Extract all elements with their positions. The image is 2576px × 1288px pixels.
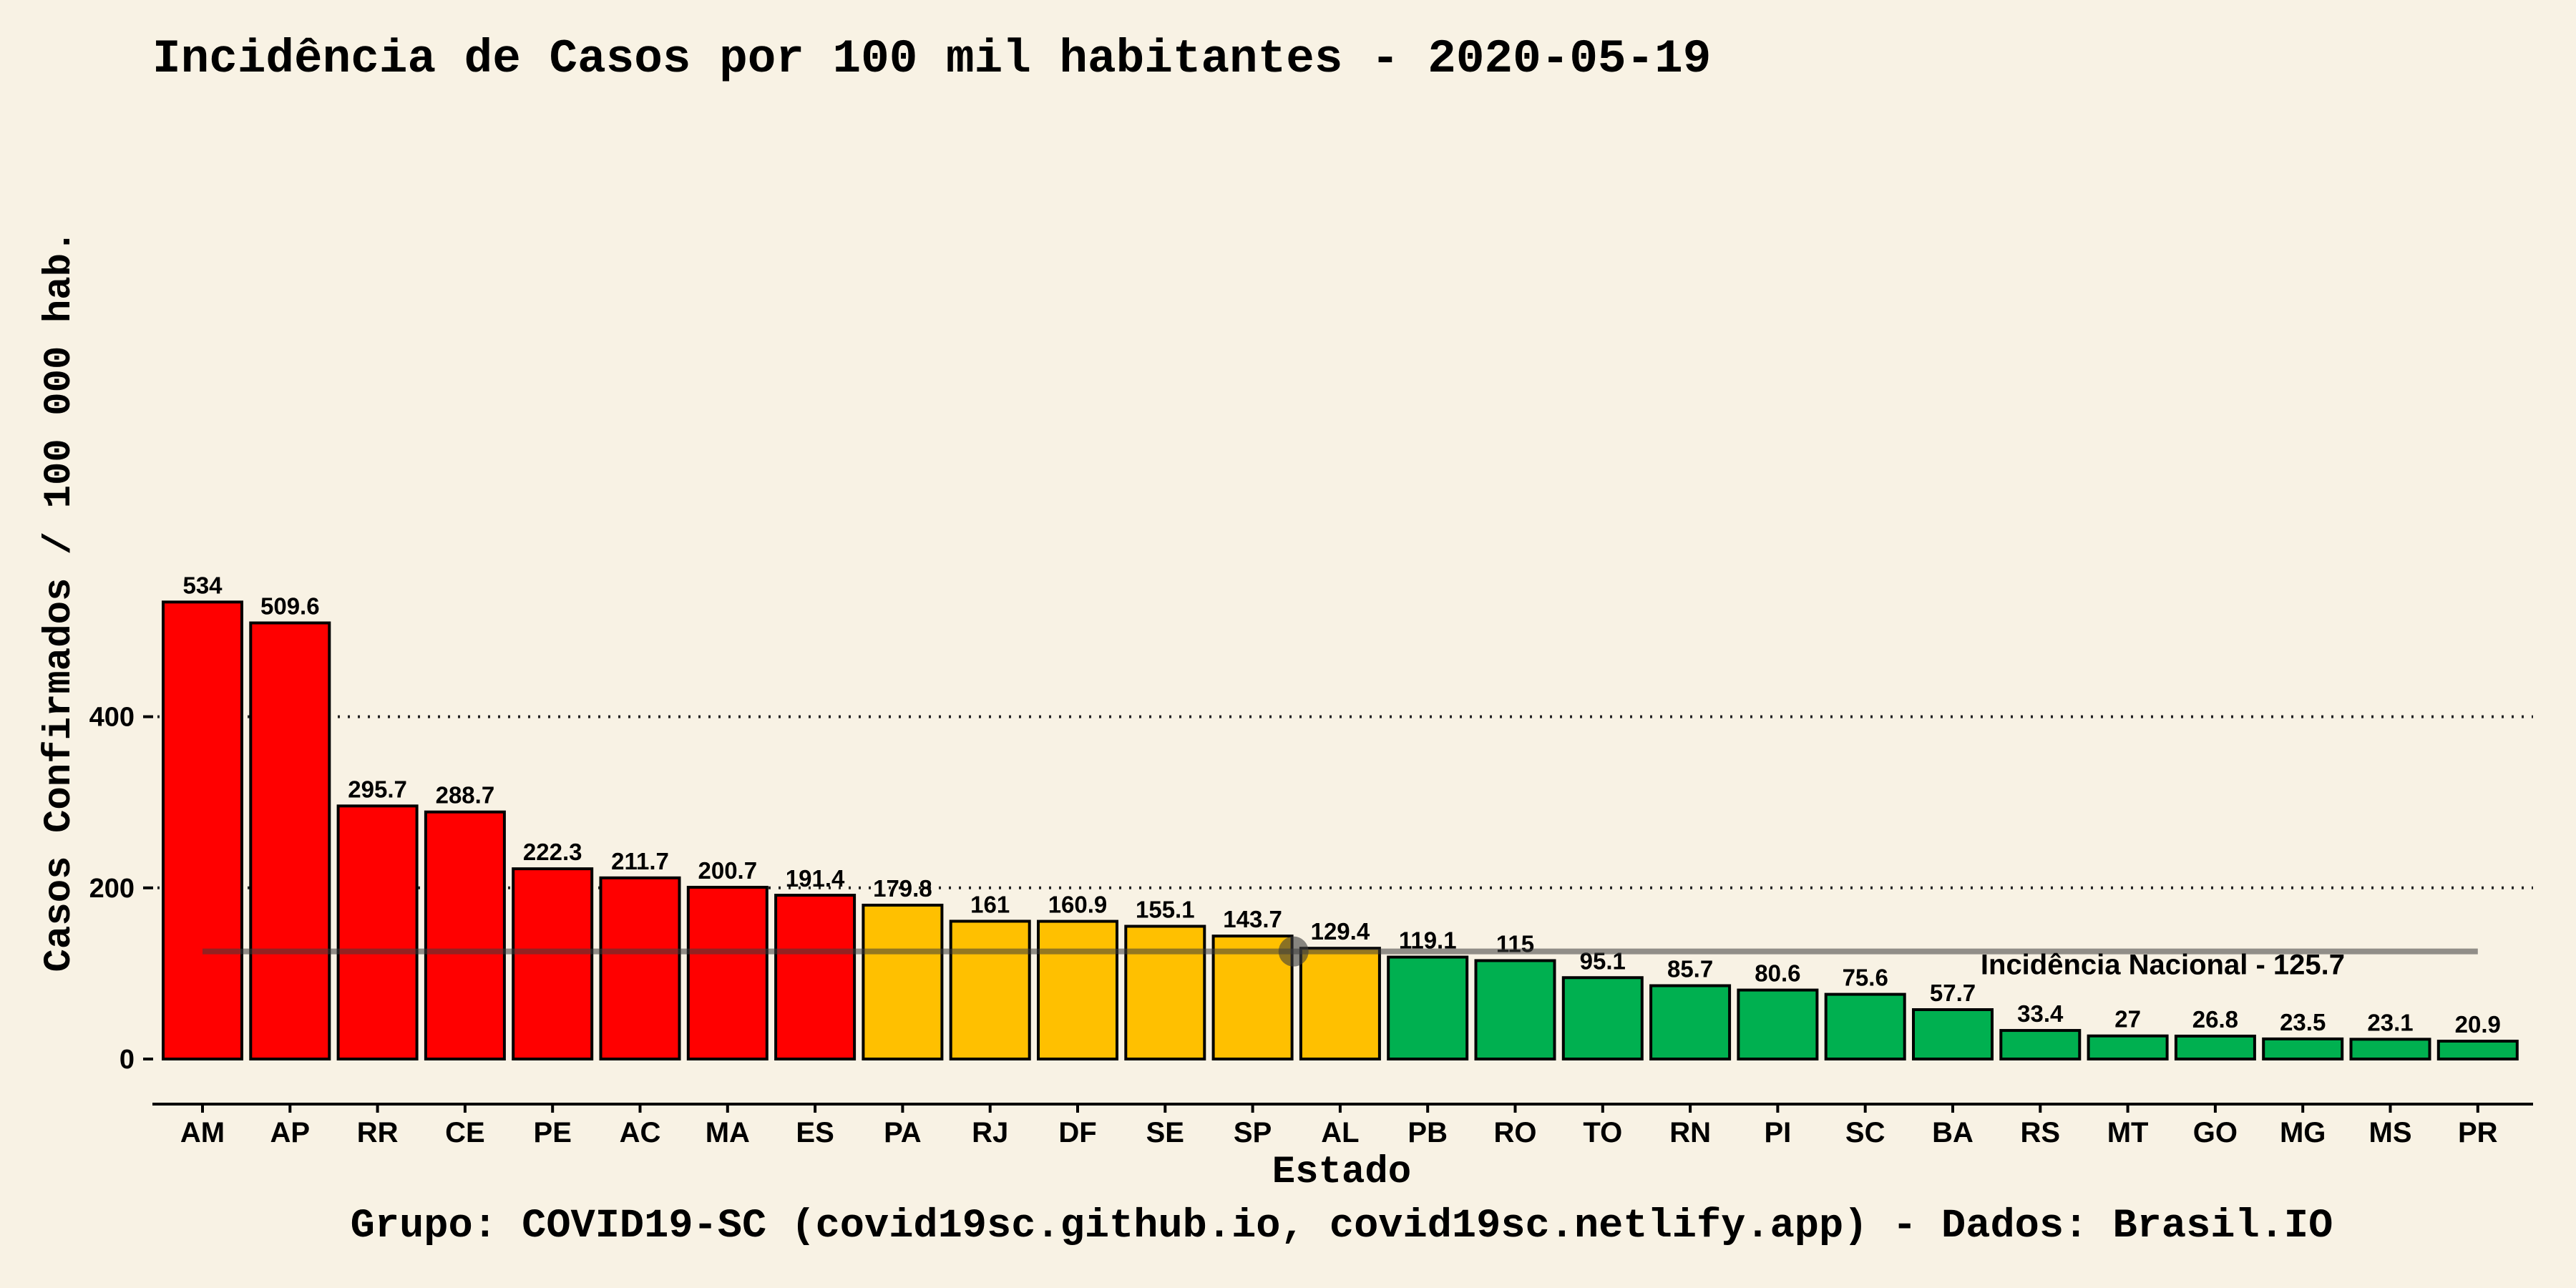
x-axis-label: Estado (1272, 1151, 1411, 1194)
x-tick-label: AM (180, 1117, 225, 1148)
data-label: 179.8 (873, 875, 932, 902)
x-tick-label: AL (1321, 1117, 1359, 1148)
data-label: 509.6 (260, 593, 320, 620)
bar-pa (862, 903, 944, 1061)
bar-ro (1474, 959, 1556, 1060)
x-tick-label: MA (706, 1117, 750, 1148)
data-label: 160.9 (1048, 892, 1108, 918)
x-tick-label: SC (1845, 1117, 1885, 1148)
data-label: 23.1 (2367, 1009, 2413, 1035)
data-label: 33.4 (2017, 1000, 2064, 1027)
x-tick-label: AP (270, 1117, 311, 1148)
x-tick-label: RS (2021, 1117, 2061, 1148)
x-tick-label: AC (620, 1117, 661, 1148)
data-label: 211.7 (611, 848, 669, 874)
x-tick-label: DF (1058, 1117, 1096, 1148)
reference-marker (1278, 936, 1309, 967)
bar-ms (2349, 1038, 2431, 1061)
y-axis-ticks: 0 200 400 (89, 703, 153, 1075)
x-tick-label: PI (1765, 1117, 1792, 1148)
bar-pr (2436, 1040, 2519, 1060)
y-tick-label: 400 (89, 703, 135, 733)
bar-ma (686, 885, 769, 1060)
bar-mt (2087, 1034, 2169, 1061)
bars (162, 600, 2519, 1061)
data-label: 27 (2114, 1006, 2141, 1033)
x-tick-label: TO (1583, 1117, 1622, 1148)
x-tick-label: RN (1669, 1117, 1711, 1148)
data-label: 295.7 (348, 776, 407, 802)
x-tick-label: PB (1407, 1117, 1448, 1148)
bar-df (1037, 919, 1118, 1060)
reference-label: Incidência Nacional - 125.7 (1981, 950, 2345, 981)
x-tick-label: RR (357, 1117, 399, 1148)
x-axis-ticks: AM AP RR CE PE AC MA ES PA RJ DF SE SP AL PB RO TO RN PI SC… (180, 1104, 2498, 1148)
x-tick-label: RJ (972, 1117, 1008, 1148)
data-label: 534 (182, 572, 223, 598)
bar-rj (949, 919, 1031, 1060)
data-label: 191.4 (786, 865, 845, 892)
bar-pb (1387, 955, 1469, 1060)
bar-rs (1999, 1029, 2082, 1060)
x-tick-label: GO (2193, 1117, 2238, 1148)
chart-caption: Grupo: COVID19-SC (covid19sc.github.io, … (351, 1204, 2333, 1249)
data-label: 23.5 (2280, 1009, 2326, 1035)
data-label: 26.8 (2192, 1006, 2238, 1033)
x-tick-label: CE (445, 1117, 485, 1148)
x-tick-label: ES (796, 1117, 834, 1148)
chart-title: Incidência de Casos por 100 mil habitant… (152, 32, 1711, 86)
x-tick-label: SE (1146, 1117, 1184, 1148)
bar-al (1299, 947, 1381, 1060)
x-tick-label: PR (2458, 1117, 2498, 1148)
data-label: 75.6 (1843, 965, 1888, 991)
x-tick-label: MG (2280, 1117, 2326, 1148)
data-label: 57.7 (1930, 980, 1976, 1006)
bar-pi (1737, 988, 1819, 1061)
bar-mg (2262, 1037, 2344, 1061)
data-label: 129.4 (1311, 918, 1370, 945)
y-tick-label: 200 (89, 874, 135, 904)
bar-sp (1211, 935, 1294, 1060)
bar-pe (512, 867, 594, 1060)
data-label: 222.3 (523, 839, 582, 865)
bar-rn (1649, 984, 1732, 1061)
bar-rr (336, 804, 419, 1060)
x-tick-label: SP (1234, 1117, 1272, 1148)
reference-line-group: Incidência Nacional - 125.7 (203, 936, 2478, 981)
bar-se (1124, 924, 1206, 1060)
data-label: 161 (970, 891, 1010, 917)
data-label: 80.6 (1755, 960, 1800, 987)
data-label: 288.7 (436, 782, 495, 809)
bar-ba (1912, 1008, 1994, 1061)
data-label: 200.7 (698, 857, 758, 884)
bar-ap (249, 621, 331, 1060)
data-label: 20.9 (2455, 1011, 2501, 1038)
x-tick-label: PA (884, 1117, 922, 1148)
bar-sc (1824, 992, 1906, 1060)
data-label: 85.7 (1667, 956, 1713, 982)
bar-to (1561, 976, 1644, 1060)
x-tick-label: MS (2369, 1117, 2412, 1148)
bar-go (2174, 1034, 2256, 1060)
bar-ac (599, 876, 681, 1060)
x-tick-label: MT (2107, 1117, 2149, 1148)
x-tick-label: BA (1932, 1117, 1974, 1148)
bar-es (774, 894, 857, 1060)
y-tick-label: 0 (119, 1045, 135, 1075)
data-label: 143.7 (1223, 906, 1282, 932)
bar-am (162, 600, 243, 1060)
y-axis-label: Casos Confirmados / 100 000 hab. (38, 230, 82, 972)
x-tick-label: RO (1494, 1117, 1537, 1148)
x-tick-label: PE (534, 1117, 572, 1148)
data-label: 155.1 (1136, 897, 1195, 923)
bar-ce (424, 810, 506, 1061)
